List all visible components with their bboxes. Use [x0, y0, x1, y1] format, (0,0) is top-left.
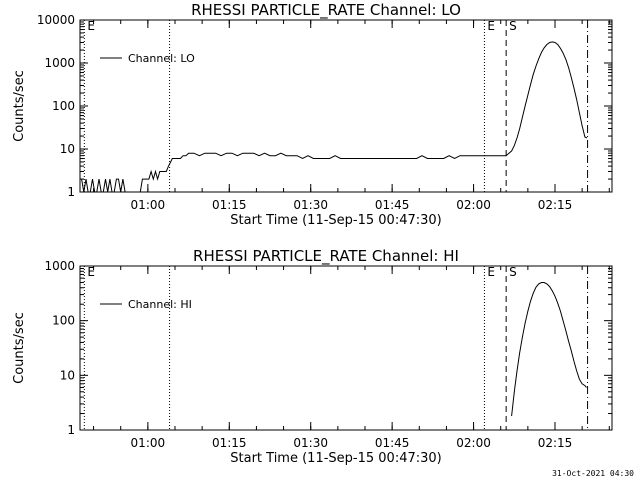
- x-tick-label: 02:15: [538, 436, 573, 450]
- y-tick-label: 1000: [44, 259, 75, 273]
- data-series-line: [81, 41, 588, 193]
- data-series-line: [511, 282, 587, 417]
- chart-panel-1: RHESSI PARTICLE_RATE Channel: LO 1 10 100 10…: [12, 1, 613, 228]
- y-tick-label: 1: [67, 423, 75, 437]
- timestamp: 31-Oct-2021 04:30: [552, 469, 634, 478]
- y-tick-label: 100: [52, 99, 75, 113]
- chart-title: RHESSI PARTICLE_RATE Channel: HI: [193, 247, 459, 266]
- y-tick-label: 10: [60, 142, 75, 156]
- marker-label: S: [509, 265, 517, 279]
- chart-title: RHESSI PARTICLE_RATE Channel: LO: [191, 1, 461, 20]
- x-axis-label: Start Time (11-Sep-15 00:47:30): [230, 213, 441, 228]
- plot-frame: [79, 19, 613, 193]
- marker-label: E: [487, 265, 495, 279]
- y-tick-label: 100: [52, 314, 75, 328]
- y-tick-label: 1: [67, 185, 75, 199]
- marker-label: E: [87, 19, 95, 33]
- x-tick-label: 01:00: [131, 198, 166, 212]
- plot-frame: [79, 265, 613, 431]
- x-tick-label: 01:15: [212, 436, 247, 450]
- x-tick-label: 01:30: [293, 436, 328, 450]
- chart-panel-2: RHESSI PARTICLE_RATE Channel: HI 1 10 100 10…: [12, 247, 613, 466]
- marker-label: S: [509, 19, 517, 33]
- legend-label: Channel: HI: [128, 298, 192, 311]
- x-tick-label: 02:00: [456, 198, 491, 212]
- x-tick-label: 01:00: [131, 436, 166, 450]
- x-tick-label: 01:15: [212, 198, 247, 212]
- y-axis-label: Counts/sec: [12, 312, 27, 384]
- x-tick-label: 01:45: [375, 436, 410, 450]
- marker-label: E: [87, 265, 95, 279]
- y-tick-label: 10: [60, 368, 75, 382]
- x-tick-label: 02:00: [456, 436, 491, 450]
- x-tick-label: 01:45: [375, 198, 410, 212]
- x-tick-label: 01:30: [293, 198, 328, 212]
- marker-label: E: [487, 19, 495, 33]
- legend-label: Channel: LO: [128, 52, 195, 65]
- y-tick-label: 1000: [44, 56, 75, 70]
- y-tick-label: 10000: [37, 13, 75, 27]
- y-axis-label: Counts/sec: [12, 70, 27, 142]
- x-tick-label: 02:15: [538, 198, 573, 212]
- figure: RHESSI PARTICLE_RATE Channel: LO11010010…: [12, 1, 613, 466]
- x-axis-label: Start Time (11-Sep-15 00:47:30): [230, 451, 441, 466]
